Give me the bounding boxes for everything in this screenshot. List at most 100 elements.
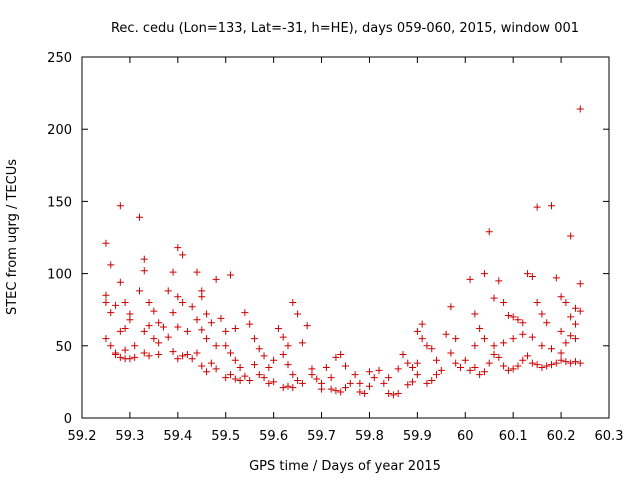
data-point [461,356,469,364]
data-point [447,303,455,311]
data-point [423,342,431,350]
x-tick-label: 59.8 [355,429,384,444]
data-point [203,335,211,343]
data-point [466,366,474,374]
data-point [227,271,235,279]
data-point [145,298,153,306]
data-point [514,316,522,324]
data-point [121,324,129,332]
data-point [576,359,584,367]
data-point [289,371,297,379]
data-point [409,378,417,386]
data-point [159,323,167,331]
data-point [471,363,479,371]
data-point [279,350,287,358]
data-point [231,356,239,364]
data-point [571,358,579,366]
data-point [562,358,570,366]
data-point [140,349,148,357]
data-point [188,303,196,311]
data-point [567,313,575,321]
y-tick-label: 200 [47,123,72,138]
data-point [236,363,244,371]
data-point [500,339,508,347]
data-point [409,363,417,371]
data-point [193,316,201,324]
data-point [322,363,330,371]
data-point [121,346,129,354]
data-point [385,389,393,397]
data-point [413,359,421,367]
data-point [380,379,388,387]
data-point [452,335,460,343]
data-point [131,342,139,350]
data-point [207,359,215,367]
data-point [514,362,522,370]
data-point [571,320,579,328]
data-point [270,356,278,364]
data-point [222,374,230,382]
data-point [193,349,201,357]
data-point [548,361,556,369]
data-point [150,335,158,343]
data-point [519,319,527,327]
data-point [102,335,110,343]
data-point [567,359,575,367]
data-point [250,335,258,343]
data-point [116,278,124,286]
data-point [480,335,488,343]
data-point [135,287,143,295]
data-point [504,311,512,319]
data-point [385,374,393,382]
data-point [399,350,407,358]
data-point [155,350,163,358]
data-point [557,293,565,301]
data-point [528,359,536,367]
data-point [102,239,110,247]
data-point [116,202,124,210]
x-tick-label: 60.1 [499,429,528,444]
data-point [131,353,139,361]
data-point [241,372,249,380]
data-point [495,277,503,285]
data-point [112,301,120,309]
y-tick-labels: 0 50 100 150 200 250 [47,51,72,427]
data-point [145,352,153,360]
data-point [140,267,148,275]
data-point [370,374,378,382]
data-point [452,359,460,367]
data-points [102,105,584,399]
data-point [179,352,187,360]
x-tick-label: 59.9 [403,429,432,444]
data-point [279,384,287,392]
data-point [179,298,187,306]
data-point [342,362,349,370]
data-point [227,371,235,379]
data-point [533,361,541,369]
data-point [433,371,441,379]
data-point [174,323,182,331]
data-point [394,389,402,397]
data-point [528,272,536,280]
data-point [456,363,464,371]
x-tick-label: 59.6 [259,429,288,444]
data-point [500,362,508,370]
axis-ticks [81,56,610,419]
data-point [327,374,335,382]
data-point [298,339,306,347]
data-point [337,350,345,358]
x-tick-label: 59.5 [211,429,240,444]
y-tick-label: 100 [47,268,72,283]
data-point [557,349,565,357]
data-point [198,362,206,370]
data-point [576,280,584,288]
data-point [169,348,177,356]
data-point [471,342,479,350]
data-point [179,251,187,259]
data-point [318,385,326,393]
data-point [485,359,493,367]
data-point [509,365,517,373]
data-point [212,365,220,373]
data-point [174,293,182,301]
data-point [567,232,575,240]
